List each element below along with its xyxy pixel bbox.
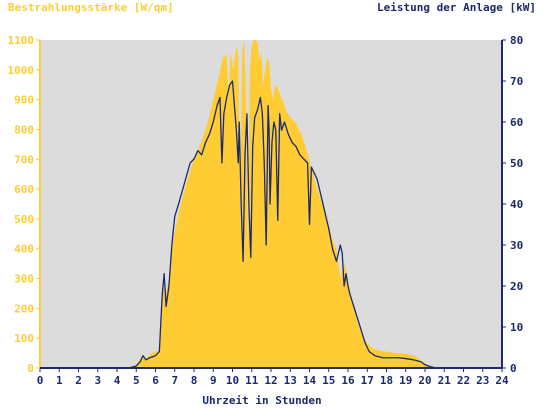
x-tick-label: 14 bbox=[303, 374, 317, 387]
y-left-tick-label: 600 bbox=[14, 183, 34, 196]
y-right-tick-label: 20 bbox=[510, 280, 523, 293]
x-tick-label: 11 bbox=[245, 374, 259, 387]
x-tick-label: 21 bbox=[438, 374, 452, 387]
x-tick-label: 15 bbox=[322, 374, 335, 387]
y-left-tick-label: 200 bbox=[14, 302, 34, 315]
x-tick-label: 20 bbox=[418, 374, 431, 387]
x-tick-label: 18 bbox=[380, 374, 393, 387]
x-tick-label: 13 bbox=[284, 374, 297, 387]
x-tick-label: 9 bbox=[210, 374, 217, 387]
y-right-tick-label: 30 bbox=[510, 239, 523, 252]
x-tick-label: 19 bbox=[399, 374, 412, 387]
y-right-tick-label: 0 bbox=[510, 362, 517, 375]
x-tick-label: 7 bbox=[171, 374, 178, 387]
x-tick-label: 8 bbox=[191, 374, 198, 387]
y-left-tick-label: 800 bbox=[14, 123, 34, 136]
x-tick-label: 3 bbox=[94, 374, 101, 387]
y-right-tick-label: 80 bbox=[510, 34, 523, 47]
y-left-tick-label: 1100 bbox=[8, 34, 35, 47]
y-left-tick-label: 0 bbox=[27, 362, 34, 375]
y-left-tick-label: 400 bbox=[14, 243, 34, 256]
power-line bbox=[40, 80, 502, 369]
x-tick-label: 10 bbox=[226, 374, 239, 387]
y-left-tick-label: 700 bbox=[14, 153, 34, 166]
right-axis-title: Leistung der Anlage [kW] bbox=[377, 1, 536, 14]
x-tick-label: 5 bbox=[133, 374, 140, 387]
x-tick-label: 0 bbox=[37, 374, 44, 387]
y-left-tick-label: 500 bbox=[14, 213, 34, 226]
x-tick-label: 22 bbox=[457, 374, 470, 387]
y-left-tick-label: 1000 bbox=[8, 64, 35, 77]
x-axis-title: Uhrzeit in Stunden bbox=[202, 394, 321, 407]
y-right-tick-label: 60 bbox=[510, 116, 523, 129]
irradiance-area bbox=[40, 40, 502, 368]
y-left-tick-label: 900 bbox=[14, 94, 34, 107]
x-tick-label: 12 bbox=[264, 374, 277, 387]
x-tick-label: 6 bbox=[152, 374, 159, 387]
x-tick-label: 1 bbox=[56, 374, 63, 387]
y-right-tick-label: 50 bbox=[510, 157, 523, 170]
left-axis-title: Bestrahlungsstärke [W/qm] bbox=[8, 1, 174, 14]
x-tick-label: 2 bbox=[75, 374, 82, 387]
y-right-tick-label: 70 bbox=[510, 75, 523, 88]
x-tick-label: 17 bbox=[361, 374, 374, 387]
y-right-tick-label: 10 bbox=[510, 321, 523, 334]
y-left-tick-label: 100 bbox=[14, 332, 34, 345]
y-left-tick-label: 300 bbox=[14, 273, 34, 286]
x-tick-label: 16 bbox=[341, 374, 355, 387]
x-tick-label: 23 bbox=[476, 374, 489, 387]
y-right-tick-label: 40 bbox=[510, 198, 523, 211]
x-tick-label: 24 bbox=[495, 374, 509, 387]
x-tick-label: 4 bbox=[114, 374, 121, 387]
